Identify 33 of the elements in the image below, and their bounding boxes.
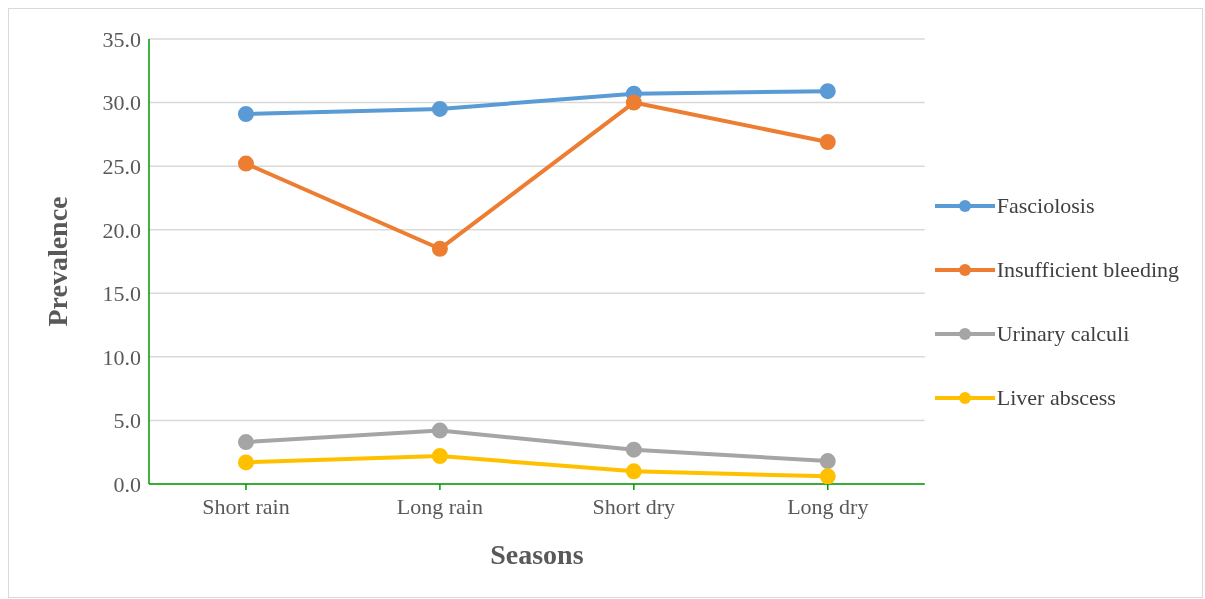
- point: [237, 434, 254, 451]
- point: [237, 106, 254, 123]
- legend-label: Insufficient bleeding: [996, 256, 1179, 283]
- y-tick-label: 0.0: [113, 471, 141, 497]
- point: [625, 94, 642, 111]
- x-tick-label: Short dry: [592, 493, 676, 519]
- point: [819, 453, 836, 470]
- point: [431, 422, 448, 439]
- y-tick-label: 5.0: [113, 408, 141, 434]
- x-tick-label: Long dry: [787, 493, 869, 519]
- x-tick-label: Long rain: [396, 493, 483, 519]
- legend-label: Fasciolosis: [996, 192, 1095, 219]
- point: [819, 468, 836, 484]
- y-axis-title: Prevalence: [41, 196, 73, 327]
- y-tick-label: 35.0: [102, 26, 141, 52]
- point: [431, 100, 448, 117]
- point: [625, 441, 642, 458]
- legend-label: Urinary calculi: [996, 320, 1130, 347]
- point: [237, 454, 254, 471]
- point: [431, 448, 448, 465]
- x-tick-label: Short rain: [202, 493, 290, 519]
- point: [625, 463, 642, 480]
- y-tick-label: 25.0: [102, 153, 141, 179]
- y-tick-label: 10.0: [102, 344, 141, 370]
- point: [819, 83, 836, 100]
- y-tick-label: 30.0: [102, 90, 141, 116]
- y-tick-label: 15.0: [102, 281, 141, 307]
- point: [819, 133, 836, 150]
- legend-label: Liver abscess: [996, 384, 1116, 411]
- point: [237, 155, 254, 172]
- point: [431, 240, 448, 257]
- x-axis-title: Seasons: [490, 539, 584, 570]
- y-tick-label: 20.0: [102, 217, 141, 243]
